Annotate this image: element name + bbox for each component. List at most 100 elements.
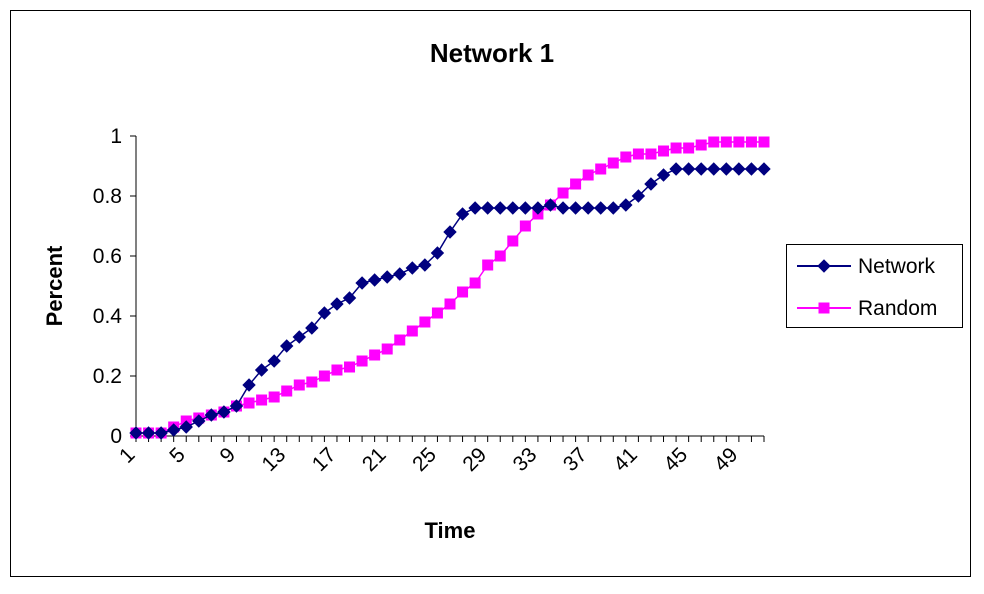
data-point-random — [720, 136, 732, 148]
data-point-network — [656, 168, 671, 182]
data-point-network — [192, 414, 206, 428]
data-point-network — [342, 291, 357, 305]
data-point-network — [367, 273, 382, 287]
data-point-network — [330, 297, 344, 311]
data-point-network — [556, 201, 570, 215]
y-tick-label: 1 — [110, 125, 122, 148]
data-point-network — [594, 201, 608, 215]
data-point-network — [744, 162, 759, 176]
data-point-random — [381, 343, 393, 355]
data-point-random — [369, 349, 381, 361]
data-point-network — [518, 201, 533, 215]
data-point-network — [757, 162, 771, 176]
data-point-network — [694, 162, 708, 176]
data-point-network — [707, 162, 721, 176]
data-point-network — [732, 162, 746, 176]
y-tick-label: 0.2 — [93, 365, 122, 388]
data-point-random — [570, 178, 582, 190]
data-point-random — [281, 385, 293, 397]
chart-title: Network 1 — [430, 38, 554, 68]
data-point-network — [242, 378, 256, 392]
data-point-network — [531, 201, 545, 215]
data-point-random — [645, 148, 657, 160]
data-point-network — [267, 354, 281, 368]
data-point-random — [406, 325, 418, 337]
series-layer — [129, 136, 771, 440]
data-point-network — [719, 162, 734, 176]
data-point-network — [468, 201, 482, 215]
data-point-random — [595, 163, 607, 175]
legend-entries: Network Random — [797, 255, 937, 320]
data-point-random — [482, 259, 494, 271]
data-point-random — [394, 334, 406, 346]
data-point-random — [708, 136, 720, 148]
data-point-network — [129, 426, 143, 440]
data-point-random — [306, 376, 318, 388]
y-axis-label: Percent — [42, 245, 67, 326]
data-point-network — [217, 405, 231, 419]
data-point-network — [393, 267, 407, 281]
legend: Network Random — [786, 244, 963, 328]
y-tick-label: 0.4 — [93, 305, 123, 328]
data-point-random — [557, 187, 569, 199]
data-point-random — [318, 370, 330, 382]
data-point-network — [543, 198, 558, 212]
data-point-network — [669, 162, 683, 176]
data-point-random — [494, 250, 506, 262]
data-point-random — [356, 355, 368, 367]
data-point-network — [506, 201, 520, 215]
data-point-network — [179, 420, 193, 434]
data-point-random — [293, 379, 305, 391]
data-point-network — [443, 225, 457, 239]
data-point-random — [519, 220, 531, 232]
data-point-random — [620, 151, 632, 163]
data-point-network — [644, 177, 658, 191]
y-tick-label: 0.8 — [93, 185, 122, 208]
data-point-network — [141, 426, 156, 440]
data-point-network — [305, 321, 319, 335]
data-point-network — [493, 201, 507, 215]
legend-label-network: Network — [858, 255, 936, 278]
data-point-random — [256, 394, 268, 406]
legend-marker-network — [817, 259, 831, 273]
data-point-network — [430, 246, 445, 260]
y-tick-label: 0.6 — [93, 245, 122, 268]
data-point-random — [695, 139, 707, 151]
data-point-random — [331, 364, 343, 376]
data-point-network — [380, 270, 394, 284]
legend-box — [786, 244, 963, 328]
data-point-random — [683, 142, 695, 154]
data-point-network — [631, 189, 646, 203]
data-point-random — [469, 277, 481, 289]
data-point-random — [632, 148, 644, 160]
data-point-network — [166, 423, 181, 437]
data-point-network — [355, 276, 369, 290]
data-point-random — [268, 391, 280, 403]
data-point-network — [480, 201, 495, 215]
data-point-network — [606, 201, 620, 215]
data-point-network — [418, 258, 432, 272]
y-axis-label-group: Percent — [42, 245, 67, 326]
legend-marker-random — [818, 302, 830, 314]
data-point-random — [457, 286, 469, 298]
data-point-random — [607, 157, 619, 169]
data-point-network — [568, 201, 583, 215]
data-point-random — [582, 169, 594, 181]
data-point-network — [581, 201, 595, 215]
legend-label-random: Random — [858, 297, 937, 320]
data-point-random — [758, 136, 770, 148]
data-point-random — [243, 397, 255, 409]
data-point-network — [292, 330, 306, 344]
y-tick-label: 0 — [110, 425, 122, 448]
series-network — [129, 162, 771, 440]
data-point-network — [619, 198, 633, 212]
data-point-network — [204, 408, 219, 422]
data-point-network — [254, 363, 269, 377]
data-point-random — [745, 136, 757, 148]
data-point-random — [507, 235, 519, 247]
data-point-random — [419, 316, 431, 328]
data-point-network — [681, 162, 696, 176]
x-axis-label: Time — [425, 518, 476, 543]
